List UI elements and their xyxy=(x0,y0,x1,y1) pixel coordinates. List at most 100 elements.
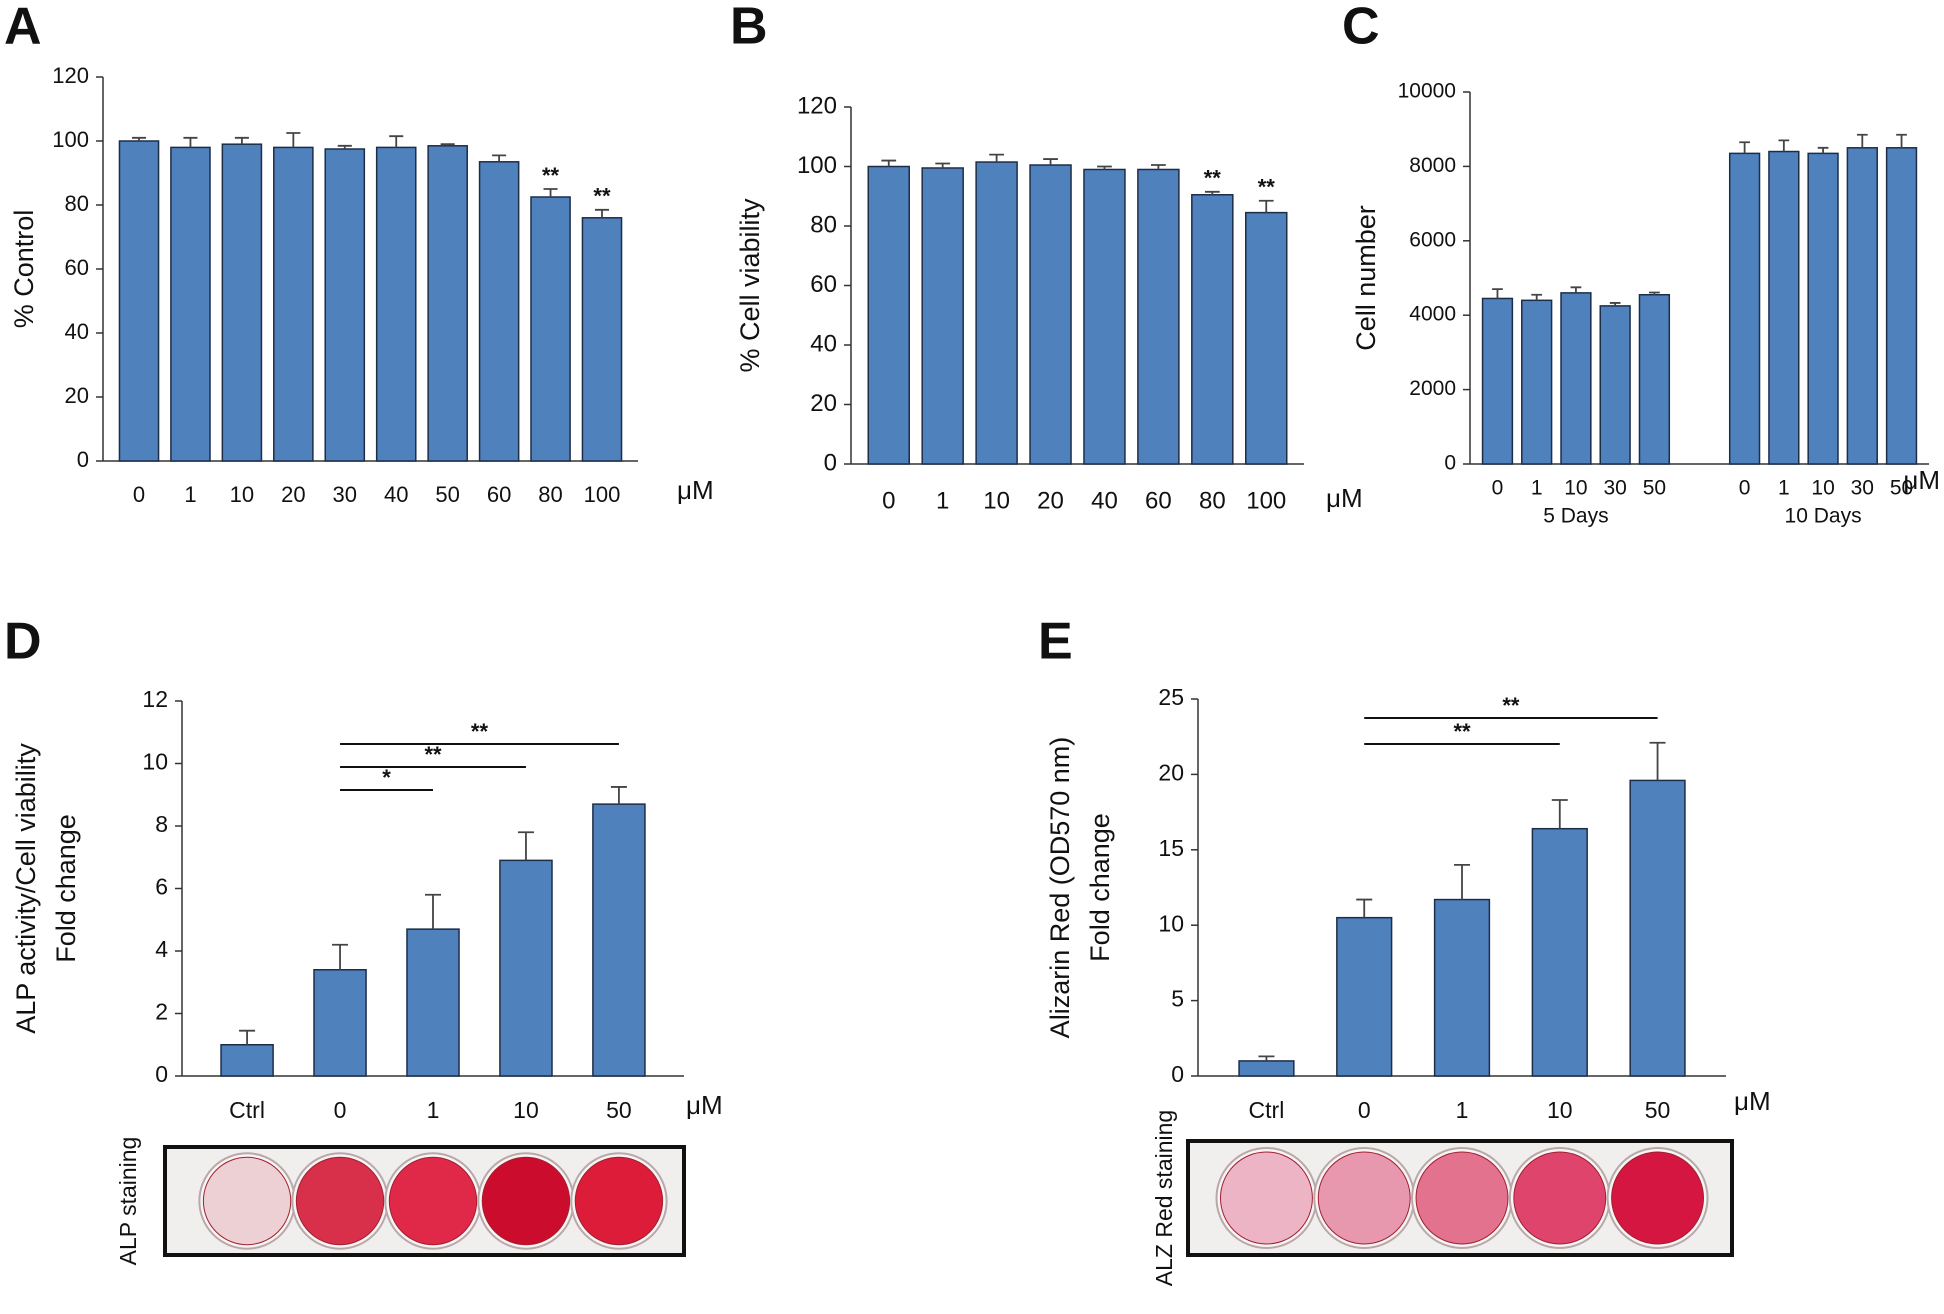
x-tick-label: 1 xyxy=(1456,1097,1469,1123)
panel-letter: D xyxy=(4,613,42,671)
error-bar xyxy=(1454,863,1470,900)
error-bar xyxy=(425,893,441,930)
well xyxy=(1513,1151,1607,1245)
bar xyxy=(581,217,623,462)
bar xyxy=(221,143,263,462)
significance: ** xyxy=(542,163,560,188)
y-tick-label: 15 xyxy=(1158,835,1184,861)
group-label: 5 Days xyxy=(1543,505,1608,528)
bar xyxy=(1029,164,1072,465)
y-tick-label: 2000 xyxy=(1409,377,1456,400)
unit-label: μM xyxy=(1903,465,1940,495)
x-tick-label: 60 xyxy=(487,482,511,507)
x-tick-label: 0 xyxy=(334,1097,347,1123)
error-bar xyxy=(332,943,349,970)
bar xyxy=(1885,147,1918,465)
x-tick-label: 20 xyxy=(281,482,305,507)
x-tick-label: 10 xyxy=(513,1097,539,1123)
error-bar xyxy=(337,144,352,149)
bar xyxy=(220,1044,274,1077)
bar xyxy=(592,803,646,1077)
well xyxy=(388,1156,478,1246)
bar xyxy=(499,859,553,1077)
error-bar xyxy=(1043,158,1058,166)
y-tick-label: 0 xyxy=(824,449,837,476)
x-tick-label: 0 xyxy=(882,487,895,514)
staining-label: ALZ Red staining xyxy=(1151,1110,1177,1286)
bar xyxy=(375,146,417,462)
y-tick-label: 20 xyxy=(1158,759,1184,785)
y-tick-label: 60 xyxy=(810,271,837,298)
error-bar xyxy=(543,188,558,197)
x-tick-label: 30 xyxy=(1851,477,1874,500)
well xyxy=(1317,1151,1411,1245)
x-tick-label: 50 xyxy=(435,482,459,507)
error-bar xyxy=(492,154,507,162)
error-bar xyxy=(1739,141,1750,154)
x-tick-label: 10 xyxy=(1811,477,1834,500)
y-tick-label: 10000 xyxy=(1398,80,1456,103)
y-tick-label: 6 xyxy=(155,874,168,900)
error-bar xyxy=(1649,741,1666,781)
y-tick-label: 5 xyxy=(1171,986,1184,1012)
x-tick-label: 20 xyxy=(1037,487,1064,514)
error-bar xyxy=(239,1029,256,1045)
y-axis-label: % Cell viability xyxy=(735,198,765,373)
error-bar xyxy=(1356,898,1373,918)
error-bar xyxy=(1896,133,1907,148)
x-tick-label: 100 xyxy=(1246,487,1286,514)
y-tick-label: 8 xyxy=(155,811,168,837)
x-tick-label: 40 xyxy=(1091,487,1118,514)
error-bar xyxy=(881,159,897,167)
bar xyxy=(1728,152,1761,465)
x-tick-label: 10 xyxy=(1547,1097,1573,1123)
significance: ** xyxy=(593,184,611,209)
y-axis-label: ALP activity/Cell viability xyxy=(11,743,41,1034)
y-tick-label: 0 xyxy=(1444,452,1456,475)
bar xyxy=(530,196,571,462)
error-bar xyxy=(1817,146,1829,154)
y-tick-label: 80 xyxy=(810,211,837,238)
bar xyxy=(975,161,1018,465)
x-tick-label: 1 xyxy=(1531,477,1543,500)
comparison-label: ** xyxy=(471,719,489,744)
y-tick-label: 120 xyxy=(797,92,837,119)
panel-letter: E xyxy=(1038,613,1073,671)
comparison-label: ** xyxy=(1453,719,1471,744)
well xyxy=(481,1156,571,1246)
x-tick-label: Ctrl xyxy=(229,1097,265,1123)
panel-letter: C xyxy=(1342,0,1380,56)
significance: ** xyxy=(1204,166,1222,191)
error-bar xyxy=(989,153,1004,163)
y-tick-label: 40 xyxy=(810,330,837,357)
x-tick-label: 1 xyxy=(184,482,196,507)
well xyxy=(202,1156,292,1246)
y-tick-label: 25 xyxy=(1158,684,1184,710)
y-tick-label: 4 xyxy=(155,936,168,962)
x-tick-label: 50 xyxy=(1890,477,1913,500)
y-tick-label: 0 xyxy=(155,1061,168,1087)
x-tick-label: 30 xyxy=(333,482,357,507)
bar xyxy=(273,146,314,462)
bar xyxy=(1846,147,1878,465)
unit-label: μM xyxy=(686,1090,723,1120)
error-bar xyxy=(440,143,455,146)
error-bar xyxy=(935,162,951,168)
panel-letter: A xyxy=(4,0,42,56)
bar xyxy=(313,969,367,1077)
y-tick-label: 12 xyxy=(142,686,168,712)
y-axis-label: % Control xyxy=(9,210,39,329)
bar xyxy=(1521,299,1553,465)
y-tick-label: 6000 xyxy=(1409,228,1456,251)
x-tick-label: 40 xyxy=(384,482,408,507)
y-tick-label: 20 xyxy=(810,390,837,417)
group-label: 10 Days xyxy=(1785,505,1862,528)
x-tick-label: 100 xyxy=(584,482,621,507)
y-tick-label: 100 xyxy=(797,152,837,179)
y-tick-label: 80 xyxy=(65,191,89,216)
x-tick-label: 10 xyxy=(230,482,254,507)
comparison-label: ** xyxy=(1502,693,1520,718)
x-tick-label: 0 xyxy=(133,482,145,507)
bar xyxy=(1638,293,1671,465)
